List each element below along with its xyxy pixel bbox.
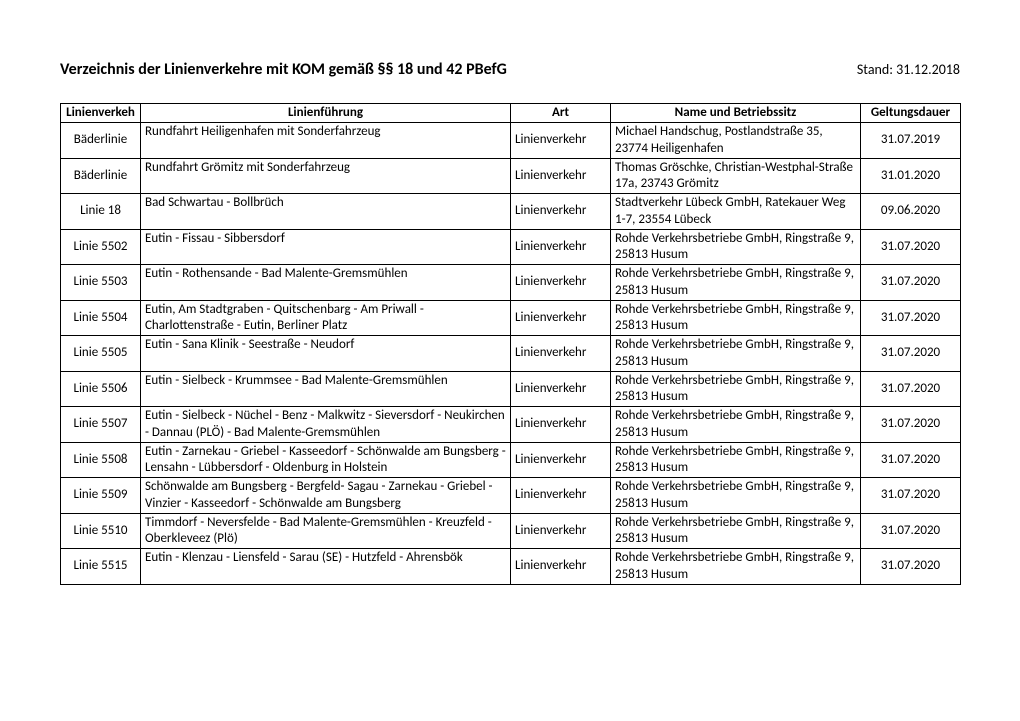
cell-art: Linienverkehr (511, 336, 611, 372)
cell-art: Linienverkehr (511, 442, 611, 478)
cell-linie: Linie 5506 (61, 371, 141, 407)
cell-fuehrung: Rundfahrt Grömitz mit Sonderfahrzeug (141, 158, 511, 194)
cell-fuehrung: Eutin, Am Stadtgraben - Quitschenbarg - … (141, 300, 511, 336)
table-row: Linie 5515Eutin - Klenzau - Liensfeld - … (61, 549, 961, 585)
cell-art: Linienverkehr (511, 371, 611, 407)
cell-fuehrung: Eutin - Zarnekau - Griebel - Kasseedorf … (141, 442, 511, 478)
cell-linie: Linie 5505 (61, 336, 141, 372)
table-header-row: Linienverkeh Linienführung Art Name und … (61, 104, 961, 123)
cell-geltung: 31.07.2020 (861, 442, 961, 478)
cell-art: Linienverkehr (511, 265, 611, 301)
cell-geltung: 31.07.2020 (861, 407, 961, 443)
cell-betrieb: Thomas Gröschke, Christian-Westphal-Stra… (611, 158, 861, 194)
cell-geltung: 31.07.2020 (861, 336, 961, 372)
cell-geltung: 31.07.2020 (861, 371, 961, 407)
table-row: Linie 5506Eutin - Sielbeck - Krummsee - … (61, 371, 961, 407)
cell-art: Linienverkehr (511, 300, 611, 336)
cell-geltung: 31.07.2020 (861, 300, 961, 336)
cell-betrieb: Rohde Verkehrsbetriebe GmbH, Ringstraße … (611, 407, 861, 443)
cell-betrieb: Michael Handschug, Postlandstraße 35, 23… (611, 123, 861, 159)
table-body: BäderlinieRundfahrt Heiligenhafen mit So… (61, 123, 961, 585)
col-header-geltung: Geltungsdauer (861, 104, 961, 123)
table-row: Linie 5502Eutin - Fissau - SibbersdorfLi… (61, 229, 961, 265)
cell-linie: Linie 5504 (61, 300, 141, 336)
cell-linie: Bäderlinie (61, 123, 141, 159)
cell-geltung: 31.07.2019 (861, 123, 961, 159)
cell-geltung: 31.07.2020 (861, 229, 961, 265)
cell-fuehrung: Eutin - Rothensande - Bad Malente-Gremsm… (141, 265, 511, 301)
cell-geltung: 31.07.2020 (861, 265, 961, 301)
cell-geltung: 31.07.2020 (861, 549, 961, 585)
cell-art: Linienverkehr (511, 194, 611, 230)
cell-linie: Linie 5515 (61, 549, 141, 585)
cell-geltung: 09.06.2020 (861, 194, 961, 230)
cell-linie: Linie 5507 (61, 407, 141, 443)
cell-betrieb: Stadtverkehr Lübeck GmbH, Ratekauer Weg … (611, 194, 861, 230)
cell-fuehrung: Bad Schwartau - Bollbrüch (141, 194, 511, 230)
table-head: Linienverkeh Linienführung Art Name und … (61, 104, 961, 123)
document-page: Verzeichnis der Linienverkehre mit KOM g… (0, 0, 1020, 721)
cell-art: Linienverkehr (511, 123, 611, 159)
cell-fuehrung: Eutin - Sana Klinik - Seestraße - Neudor… (141, 336, 511, 372)
cell-art: Linienverkehr (511, 407, 611, 443)
col-header-fuehrung: Linienführung (141, 104, 511, 123)
cell-geltung: 31.07.2020 (861, 513, 961, 549)
cell-linie: Linie 5508 (61, 442, 141, 478)
cell-fuehrung: Eutin - Sielbeck - Krummsee - Bad Malent… (141, 371, 511, 407)
cell-geltung: 31.01.2020 (861, 158, 961, 194)
cell-betrieb: Rohde Verkehrsbetriebe GmbH, Ringstraße … (611, 442, 861, 478)
table-row: Linie 18Bad Schwartau - BollbrüchLinienv… (61, 194, 961, 230)
cell-betrieb: Rohde Verkehrsbetriebe GmbH, Ringstraße … (611, 549, 861, 585)
cell-fuehrung: Timmdorf - Neversfelde - Bad Malente-Gre… (141, 513, 511, 549)
cell-betrieb: Rohde Verkehrsbetriebe GmbH, Ringstraße … (611, 336, 861, 372)
cell-art: Linienverkehr (511, 549, 611, 585)
cell-art: Linienverkehr (511, 478, 611, 514)
date-stand: Stand: 31.12.2018 (857, 61, 960, 78)
col-header-betrieb: Name und Betriebssitz (611, 104, 861, 123)
cell-linie: Linie 5509 (61, 478, 141, 514)
line-services-table: Linienverkeh Linienführung Art Name und … (60, 103, 961, 585)
cell-betrieb: Rohde Verkehrsbetriebe GmbH, Ringstraße … (611, 513, 861, 549)
table-row: Linie 5504Eutin, Am Stadtgraben - Quitsc… (61, 300, 961, 336)
cell-betrieb: Rohde Verkehrsbetriebe GmbH, Ringstraße … (611, 229, 861, 265)
cell-betrieb: Rohde Verkehrsbetriebe GmbH, Ringstraße … (611, 300, 861, 336)
cell-betrieb: Rohde Verkehrsbetriebe GmbH, Ringstraße … (611, 371, 861, 407)
page-title: Verzeichnis der Linienverkehre mit KOM g… (60, 60, 507, 79)
cell-linie: Bäderlinie (61, 158, 141, 194)
cell-linie: Linie 5502 (61, 229, 141, 265)
table-row: Linie 5503Eutin - Rothensande - Bad Male… (61, 265, 961, 301)
table-row: Linie 5507Eutin - Sielbeck - Nüchel - Be… (61, 407, 961, 443)
cell-linie: Linie 5510 (61, 513, 141, 549)
col-header-art: Art (511, 104, 611, 123)
table-row: Linie 5509Schönwalde am Bungsberg - Berg… (61, 478, 961, 514)
table-row: Linie 5508Eutin - Zarnekau - Griebel - K… (61, 442, 961, 478)
cell-fuehrung: Eutin - Sielbeck - Nüchel - Benz - Malkw… (141, 407, 511, 443)
cell-linie: Linie 5503 (61, 265, 141, 301)
cell-fuehrung: Schönwalde am Bungsberg - Bergfeld- Saga… (141, 478, 511, 514)
cell-art: Linienverkehr (511, 158, 611, 194)
header-row: Verzeichnis der Linienverkehre mit KOM g… (60, 60, 960, 79)
table-row: Linie 5510Timmdorf - Neversfelde - Bad M… (61, 513, 961, 549)
col-header-linie: Linienverkeh (61, 104, 141, 123)
cell-betrieb: Rohde Verkehrsbetriebe GmbH, Ringstraße … (611, 478, 861, 514)
table-row: BäderlinieRundfahrt Heiligenhafen mit So… (61, 123, 961, 159)
cell-fuehrung: Rundfahrt Heiligenhafen mit Sonderfahrze… (141, 123, 511, 159)
cell-betrieb: Rohde Verkehrsbetriebe GmbH, Ringstraße … (611, 265, 861, 301)
cell-art: Linienverkehr (511, 229, 611, 265)
cell-art: Linienverkehr (511, 513, 611, 549)
cell-geltung: 31.07.2020 (861, 478, 961, 514)
cell-linie: Linie 18 (61, 194, 141, 230)
cell-fuehrung: Eutin - Fissau - Sibbersdorf (141, 229, 511, 265)
table-row: BäderlinieRundfahrt Grömitz mit Sonderfa… (61, 158, 961, 194)
table-row: Linie 5505Eutin - Sana Klinik - Seestraß… (61, 336, 961, 372)
cell-fuehrung: Eutin - Klenzau - Liensfeld - Sarau (SE)… (141, 549, 511, 585)
